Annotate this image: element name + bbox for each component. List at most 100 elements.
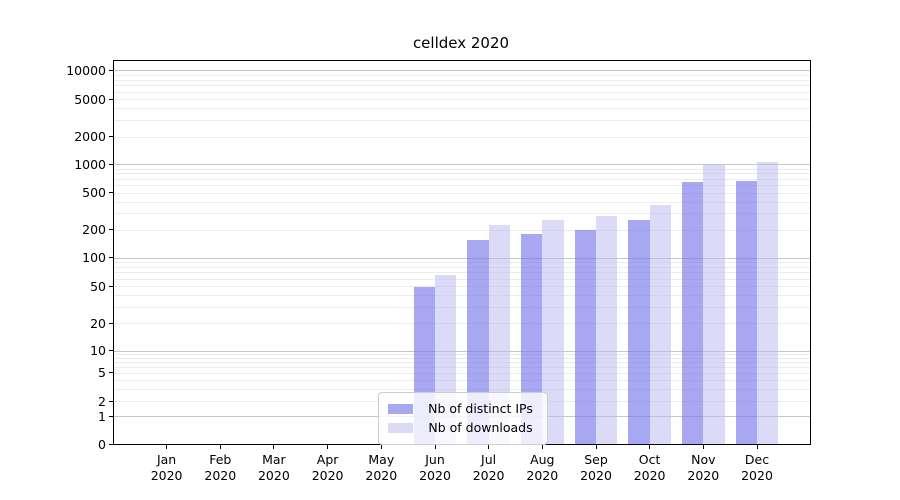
minor-gridline (114, 85, 810, 87)
tick-layer: 0 1 2 5 10 20 50 100 200 500 1000 2000 5000 10000 Jan 2… (66, 61, 810, 483)
y-tick-mark (109, 192, 113, 193)
minor-gridline (114, 229, 810, 231)
x-tick-mark (702, 445, 704, 449)
major-gridline (114, 164, 810, 166)
y-tick-label: 2000 (74, 129, 106, 144)
bar-nb-of-downloads (488, 224, 510, 444)
minor-gridline (114, 266, 810, 268)
x-tick-mark (756, 445, 758, 449)
minor-gridline (114, 108, 810, 110)
bar-nb-of-downloads (542, 220, 564, 444)
x-tick-mark (595, 445, 597, 449)
minor-gridline (114, 79, 810, 81)
legend-label-downloads: Nb of downloads (428, 420, 533, 435)
legend-swatch-distinct-ips (388, 403, 413, 414)
x-tick-label: Aug 2020 (526, 452, 559, 483)
minor-gridline (114, 262, 810, 263)
x-tick-mark (649, 445, 651, 449)
y-tick-mark (109, 285, 113, 287)
y-tick-label: 2 (98, 393, 106, 409)
minor-gridline (114, 286, 810, 287)
x-tick-label: Apr 2020 (311, 452, 344, 483)
y-tick-mark (109, 69, 113, 71)
minor-gridline (114, 168, 810, 170)
y-tick-mark (109, 372, 113, 374)
bar-nb-of-distinct-ips (681, 182, 704, 444)
y-tick-label: 200 (82, 222, 106, 238)
y-tick-label: 0 (98, 436, 106, 452)
major-gridline (114, 70, 810, 72)
y-tick-label: 10 (90, 343, 106, 358)
minor-gridline (114, 357, 810, 359)
minor-gridline (114, 120, 810, 121)
x-tick-label: Nov 2020 (687, 452, 720, 483)
major-gridline (114, 257, 810, 259)
chart-title: celldex 2020 (412, 34, 510, 52)
y-tick-label: 100 (82, 250, 106, 266)
x-tick-mark (488, 445, 490, 449)
minor-gridline (114, 136, 810, 138)
minor-gridline (114, 213, 810, 215)
y-tick-label: 50 (90, 278, 106, 294)
x-tick-mark (434, 445, 436, 449)
x-tick-label: May 2020 (365, 452, 398, 483)
minor-gridline (114, 178, 810, 180)
y-tick-mark (109, 98, 113, 100)
x-tick-label: Jul 2020 (472, 452, 505, 483)
x-tick-mark (327, 445, 329, 449)
y-tick-mark (109, 415, 113, 417)
y-tick-label: 20 (90, 315, 106, 331)
x-tick-mark (380, 445, 382, 449)
x-tick-label: Oct 2020 (633, 452, 666, 483)
legend-item-downloads: Nb of downloads (388, 418, 538, 437)
minor-gridline (114, 192, 810, 194)
x-tick-label: Dec 2020 (741, 452, 773, 483)
minor-gridline (114, 366, 810, 368)
x-tick-mark (166, 445, 168, 449)
minor-gridline (114, 99, 810, 101)
x-tick-label: Jun 2020 (419, 452, 451, 483)
y-tick-mark (109, 350, 113, 351)
minor-gridline (114, 278, 810, 280)
minor-gridline (114, 379, 810, 381)
legend-label-distinct-ips: Nb of distinct IPs (428, 401, 533, 416)
bar-nb-of-distinct-ips (574, 229, 596, 444)
x-tick-label: Jan 2020 (150, 452, 183, 483)
y-tick-mark (109, 229, 113, 231)
bar-nb-of-distinct-ips (628, 219, 650, 444)
y-tick-mark (109, 136, 113, 137)
y-tick-mark (109, 322, 113, 324)
y-tick-mark (109, 443, 113, 445)
bar-nb-of-downloads (757, 162, 779, 444)
bar-nb-of-distinct-ips (735, 180, 757, 444)
minor-gridline (114, 353, 810, 355)
bar-nb-of-downloads (649, 204, 671, 444)
x-tick-label: Mar 2020 (257, 452, 290, 483)
y-tick-label: 1 (98, 408, 106, 424)
minor-gridline (114, 173, 810, 175)
minor-gridline (114, 306, 810, 308)
bar-nb-of-distinct-ips (520, 233, 543, 444)
y-tick-mark (109, 257, 113, 259)
minor-gridline (114, 272, 810, 274)
minor-gridline (114, 201, 810, 203)
minor-gridline (114, 295, 810, 296)
x-tick-label: Feb 2020 (204, 452, 237, 483)
y-tick-label: 5 (98, 365, 106, 381)
minor-gridline (114, 361, 810, 363)
bar-nb-of-downloads (703, 163, 725, 444)
minor-gridline (114, 323, 810, 324)
minor-gridline (114, 372, 810, 374)
plot-area: 0 1 2 5 10 20 50 100 200 500 1000 2000 5000 10000 Jan 2… (66, 60, 811, 483)
x-tick-mark (219, 445, 221, 449)
y-tick-mark (109, 400, 113, 402)
minor-gridline (114, 185, 810, 187)
legend-swatch-downloads (388, 422, 413, 433)
legend: Nb of distinct IPs Nb of downloads (378, 392, 548, 445)
minor-gridline (114, 74, 810, 76)
x-tick-mark (273, 445, 275, 449)
x-tick-label: Sep 2020 (580, 452, 612, 483)
minor-gridline (114, 91, 810, 93)
y-tick-mark (109, 163, 113, 165)
